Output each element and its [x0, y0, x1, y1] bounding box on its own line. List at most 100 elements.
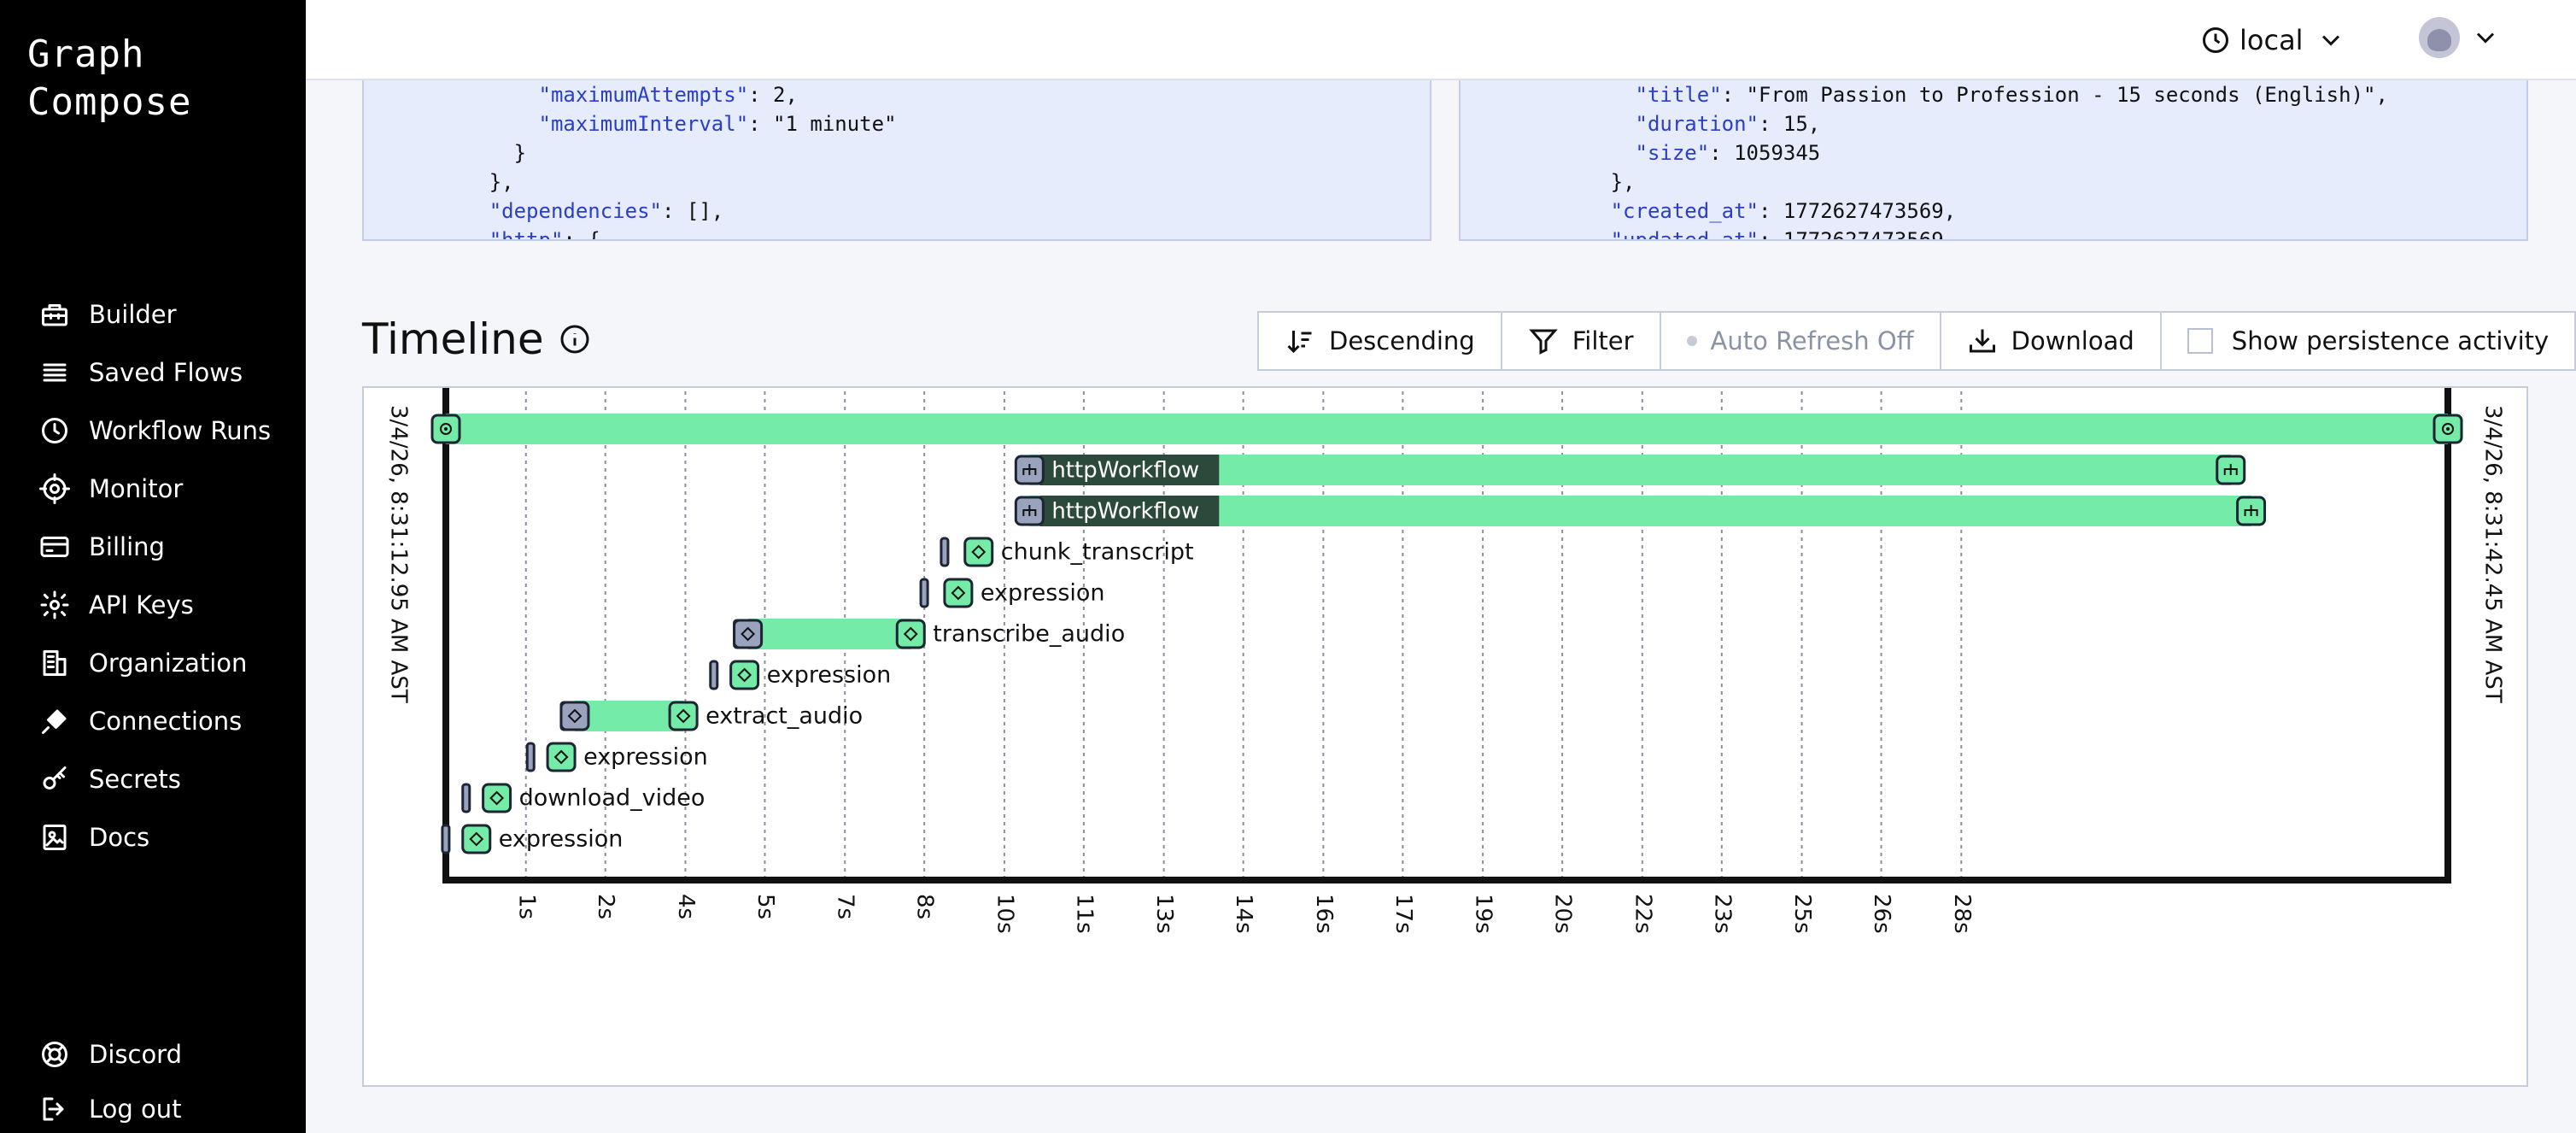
- persistence-checkbox[interactable]: [2187, 328, 2213, 354]
- task-start-badge[interactable]: [733, 619, 764, 649]
- sidebar-item-label: Workflow Runs: [89, 416, 272, 445]
- task-label: expression: [767, 662, 892, 689]
- json-text: : 1059345: [1709, 141, 1821, 165]
- sidebar-nav: Builder Saved Flows Workflow Runs Monitor Bi…: [0, 285, 306, 866]
- sidebar-item-saved-flows[interactable]: Saved Flows: [0, 343, 306, 402]
- chevron-down-icon: [2321, 35, 2339, 46]
- tick-label: 19s: [1471, 894, 1496, 934]
- child-workflow-bar[interactable]: [1029, 455, 2231, 485]
- list-icon: [43, 363, 67, 382]
- task-bar[interactable]: [574, 701, 684, 731]
- json-key: "dependencies": [489, 199, 662, 223]
- tick-label: 2s: [593, 894, 618, 919]
- tick-label: 8s: [912, 894, 938, 919]
- user-menu[interactable]: [2419, 17, 2501, 58]
- tick-label: 28s: [1949, 894, 1975, 934]
- diamond-icon: [737, 667, 752, 683]
- json-text: [415, 199, 489, 223]
- sidebar-item-log-out[interactable]: Log out: [0, 1082, 306, 1133]
- workflow-definition-json[interactable]: "maximumAttempts": 2, "maximumInterval":…: [362, 80, 1431, 241]
- sort-descending-icon: [1287, 331, 1312, 354]
- brand-line-2: Compose: [27, 80, 192, 124]
- credit-card-icon: [40, 537, 69, 557]
- task-bar[interactable]: [747, 619, 911, 649]
- task-label: chunk_transcript: [1001, 539, 1194, 566]
- tick-label: 10s: [992, 894, 1017, 934]
- info-icon[interactable]: [559, 324, 590, 355]
- task-end-badge[interactable]: [895, 619, 926, 649]
- task-end-badge[interactable]: [963, 537, 994, 567]
- task-end-badge[interactable]: [943, 578, 974, 608]
- download-button[interactable]: Download: [1941, 313, 2162, 369]
- chevron-down-icon: [2476, 32, 2495, 44]
- sidebar-item-monitor[interactable]: Monitor: [0, 460, 306, 518]
- task-start-badge[interactable]: [559, 701, 590, 731]
- auto-refresh-button[interactable]: Auto Refresh Off: [1661, 313, 1941, 369]
- timeline-title: Timeline: [362, 314, 544, 364]
- sidebar-item-connections[interactable]: Connections: [0, 692, 306, 750]
- tick-label: 11s: [1071, 894, 1097, 934]
- clock-icon: [2203, 27, 2228, 53]
- sidebar-item-docs[interactable]: Docs: [0, 808, 306, 866]
- task-end-badge[interactable]: [668, 701, 699, 731]
- json-line: "created_at": 1772627473569,: [1512, 197, 2526, 226]
- task-label: expression: [583, 744, 708, 771]
- sidebar-item-discord[interactable]: Discord: [0, 1027, 306, 1082]
- task-end-badge[interactable]: [461, 824, 492, 854]
- environment-selector[interactable]: local: [2200, 19, 2346, 62]
- workflow-icon: [2442, 423, 2454, 435]
- environment-label: local: [2239, 24, 2304, 56]
- json-line: "dependencies": [],: [415, 197, 1430, 226]
- filter-button[interactable]: Filter: [1502, 313, 1661, 369]
- app-logo[interactable]: Graph Compose: [27, 31, 191, 126]
- sidebar-item-label: Billing: [89, 532, 165, 561]
- sidebar-item-organization[interactable]: Organization: [0, 634, 306, 692]
- toolbox-icon: [42, 304, 67, 326]
- download-label: Download: [2011, 326, 2134, 355]
- top-bar: local: [306, 0, 2576, 80]
- json-text: : {: [563, 228, 600, 241]
- json-text: : 1772627473569: [1758, 228, 1944, 241]
- json-text: [1512, 83, 1636, 107]
- task-end-badge[interactable]: [546, 742, 577, 772]
- json-line: }: [415, 138, 1430, 167]
- json-text: [415, 228, 489, 239]
- json-key: "duration": [1635, 112, 1759, 136]
- child-workflow-label-bg: [1039, 496, 1220, 526]
- sort-label: Descending: [1329, 326, 1475, 355]
- filter-icon: [1528, 329, 1558, 355]
- child-workflow-bar[interactable]: [1029, 496, 2251, 526]
- tick-label: 20s: [1550, 894, 1576, 934]
- sort-button[interactable]: Descending: [1259, 313, 1502, 369]
- sidebar-item-workflow-runs[interactable]: Workflow Runs: [0, 402, 306, 460]
- tick-label: 26s: [1869, 894, 1894, 934]
- json-text: : "1 minute": [748, 112, 897, 136]
- sidebar-item-billing[interactable]: Billing: [0, 518, 306, 576]
- task-label: expression: [981, 580, 1105, 607]
- sidebar-item-secrets[interactable]: Secrets: [0, 750, 306, 808]
- tick-label: 16s: [1311, 894, 1337, 934]
- timeline-end-label: 3/4/26, 8:31:42.45 AM AST: [2480, 405, 2506, 703]
- sidebar-item-label: Connections: [89, 707, 243, 736]
- timeline-chart: 1s 2s 4s 5s 7s 8s 10s 11s 13s 14s 16s 17s 19s 20s 22s 2…: [386, 388, 2506, 934]
- json-text: [1512, 228, 1611, 239]
- target-icon: [39, 473, 70, 504]
- sidebar-item-label: API Keys: [89, 590, 194, 619]
- sidebar-item-api-keys[interactable]: API Keys: [0, 576, 306, 634]
- child-workflow-label: httpWorkflow: [1051, 499, 1199, 525]
- task-end-badge[interactable]: [729, 660, 760, 690]
- json-key: "updated_at": [1610, 228, 1759, 241]
- diamond-icon: [567, 708, 583, 724]
- task-scheduled-marker: [461, 783, 471, 813]
- workflow-result-json[interactable]: "title": "From Passion to Profession - 1…: [1459, 80, 2528, 241]
- tick-label: 25s: [1789, 894, 1815, 934]
- task-end-badge[interactable]: [482, 783, 512, 813]
- timeline-start-label: 3/4/26, 8:31:12.95 AM AST: [386, 405, 412, 703]
- filter-label: Filter: [1572, 326, 1634, 355]
- workflow-bar[interactable]: [446, 414, 2448, 444]
- persistence-toggle[interactable]: Show persistence activity: [2162, 313, 2574, 369]
- json-key: "title": [1635, 83, 1722, 107]
- timeline-panel: 1s 2s 4s 5s 7s 8s 10s 11s 13s 14s 16s 17s 19s 20s 22s 2…: [362, 386, 2528, 1087]
- auto-refresh-label: Auto Refresh Off: [1710, 326, 1914, 355]
- sidebar-item-builder[interactable]: Builder: [0, 285, 306, 343]
